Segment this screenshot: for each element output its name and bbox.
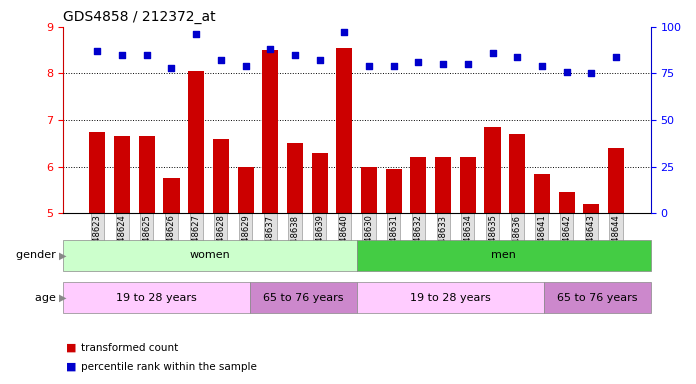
Text: transformed count: transformed count [81, 343, 179, 353]
Point [363, 63, 374, 69]
Bar [544, 282, 651, 313]
Point [191, 31, 202, 37]
Bar [237, 167, 253, 213]
Bar [213, 139, 229, 213]
Point [264, 46, 276, 52]
Text: ▶: ▶ [59, 250, 67, 260]
Bar [534, 174, 550, 213]
Point [92, 48, 103, 54]
Point [166, 65, 177, 71]
Text: women: women [189, 250, 230, 260]
Bar [63, 282, 250, 313]
Point [116, 52, 127, 58]
Text: 19 to 28 years: 19 to 28 years [410, 293, 491, 303]
Point [141, 52, 152, 58]
Bar [312, 152, 328, 213]
Bar [411, 157, 427, 213]
Text: 19 to 28 years: 19 to 28 years [116, 293, 196, 303]
Bar [262, 50, 278, 213]
Point [413, 59, 424, 65]
Bar [484, 127, 500, 213]
Point [537, 63, 548, 69]
Point [561, 68, 572, 74]
Bar [114, 136, 130, 213]
Point [610, 54, 622, 60]
Bar [188, 71, 204, 213]
Bar [356, 240, 651, 271]
Text: gender: gender [16, 250, 59, 260]
Bar [361, 167, 377, 213]
Bar [509, 134, 525, 213]
Point [512, 54, 523, 60]
Point [314, 57, 325, 63]
Point [438, 61, 449, 67]
Point [586, 70, 597, 76]
Point [487, 50, 498, 56]
Bar [63, 240, 356, 271]
Text: 65 to 76 years: 65 to 76 years [263, 293, 344, 303]
Point [240, 63, 251, 69]
Point [462, 61, 473, 67]
Bar [460, 157, 476, 213]
Text: men: men [491, 250, 516, 260]
Bar [287, 143, 303, 213]
Bar [435, 157, 451, 213]
Bar [250, 282, 356, 313]
Point [339, 30, 350, 36]
Bar [608, 148, 624, 213]
Bar [583, 204, 599, 213]
Bar [164, 178, 180, 213]
Bar [89, 132, 105, 213]
Bar [356, 282, 544, 313]
Text: ■: ■ [66, 343, 77, 353]
Text: ■: ■ [66, 362, 77, 372]
Text: 65 to 76 years: 65 to 76 years [557, 293, 638, 303]
Bar [139, 136, 155, 213]
Text: percentile rank within the sample: percentile rank within the sample [81, 362, 258, 372]
Bar [386, 169, 402, 213]
Point [388, 63, 400, 69]
Point [215, 57, 226, 63]
Bar [336, 48, 352, 213]
Point [290, 52, 301, 58]
Bar [559, 192, 575, 213]
Text: ▶: ▶ [59, 293, 67, 303]
Text: GDS4858 / 212372_at: GDS4858 / 212372_at [63, 10, 215, 25]
Text: age: age [35, 293, 59, 303]
